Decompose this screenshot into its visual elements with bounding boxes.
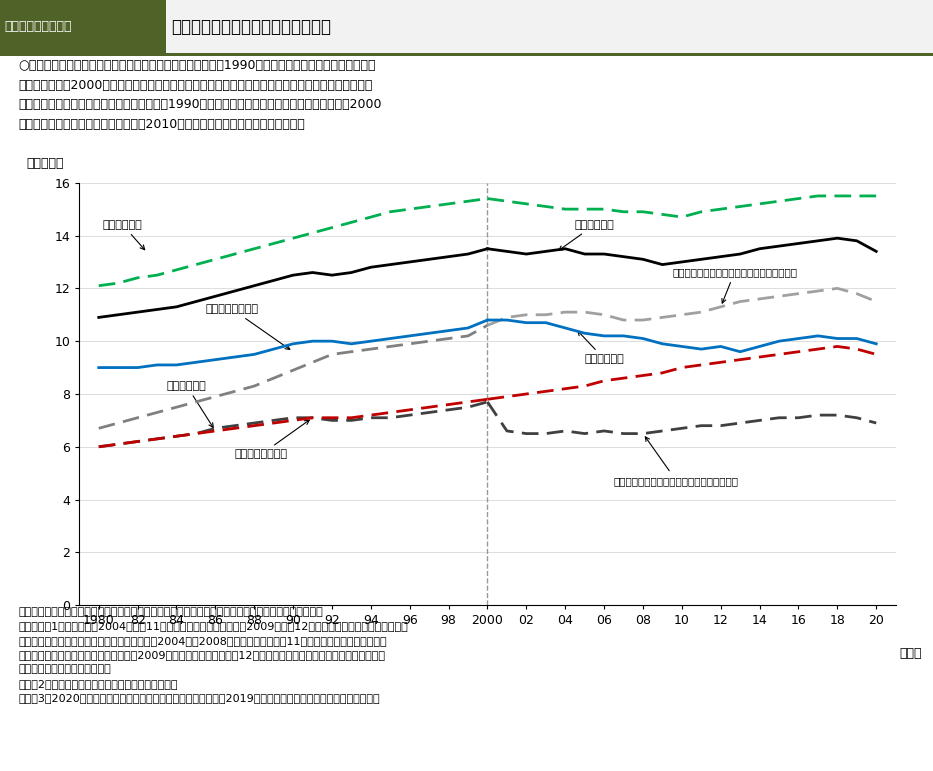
Text: 産業計　女性: 産業計 女性 (578, 331, 624, 364)
Text: サービス業　女性: サービス業 女性 (235, 420, 309, 460)
Text: 製造業　男性: 製造業 男性 (103, 220, 145, 250)
Text: 製造業　女性: 製造業 女性 (167, 381, 214, 428)
Text: 資料出所　厚生労働省「賃金構造基本統計調査」をもとに厚生労働省政策統括官付政策統括室にて作成
　（注）　1）産業分類が2004年に第11回改定日本標準産業分類に: 資料出所 厚生労働省「賃金構造基本統計調査」をもとに厚生労働省政策統括官付政策統… (19, 607, 409, 703)
Bar (163, 0, 933, 56)
Bar (0, 0, 163, 56)
Text: （勤続年）: （勤続年） (26, 157, 63, 170)
Text: 産業計　男性: 産業計 男性 (559, 220, 615, 251)
Text: サービス業（他に分類されないもの）　女性: サービス業（他に分類されないもの） 女性 (614, 437, 739, 486)
Text: サービス業（他に分類されないもの）　男性: サービス業（他に分類されないもの） 男性 (672, 267, 797, 303)
Text: （年）: （年） (899, 648, 922, 661)
Bar (163, 0, 166, 53)
Text: 男女別・産業別平均勤続年数の推移: 男女別・産業別平均勤続年数の推移 (171, 18, 330, 35)
Text: サービス業　男性: サービス業 男性 (205, 304, 290, 349)
Text: 第２－（２）－９図: 第２－（２）－９図 (5, 20, 72, 33)
Bar (0, 52, 933, 56)
Text: ○　産業別に平均勤続年数の推移をみると、「製造業」では1990年代までは男女ともに上昇傾向が続
　いていたが、2000年代以降は、女性では上昇傾向が続いている一: ○ 産業別に平均勤続年数の推移をみると、「製造業」では1990年代までは男女とも… (19, 59, 382, 130)
